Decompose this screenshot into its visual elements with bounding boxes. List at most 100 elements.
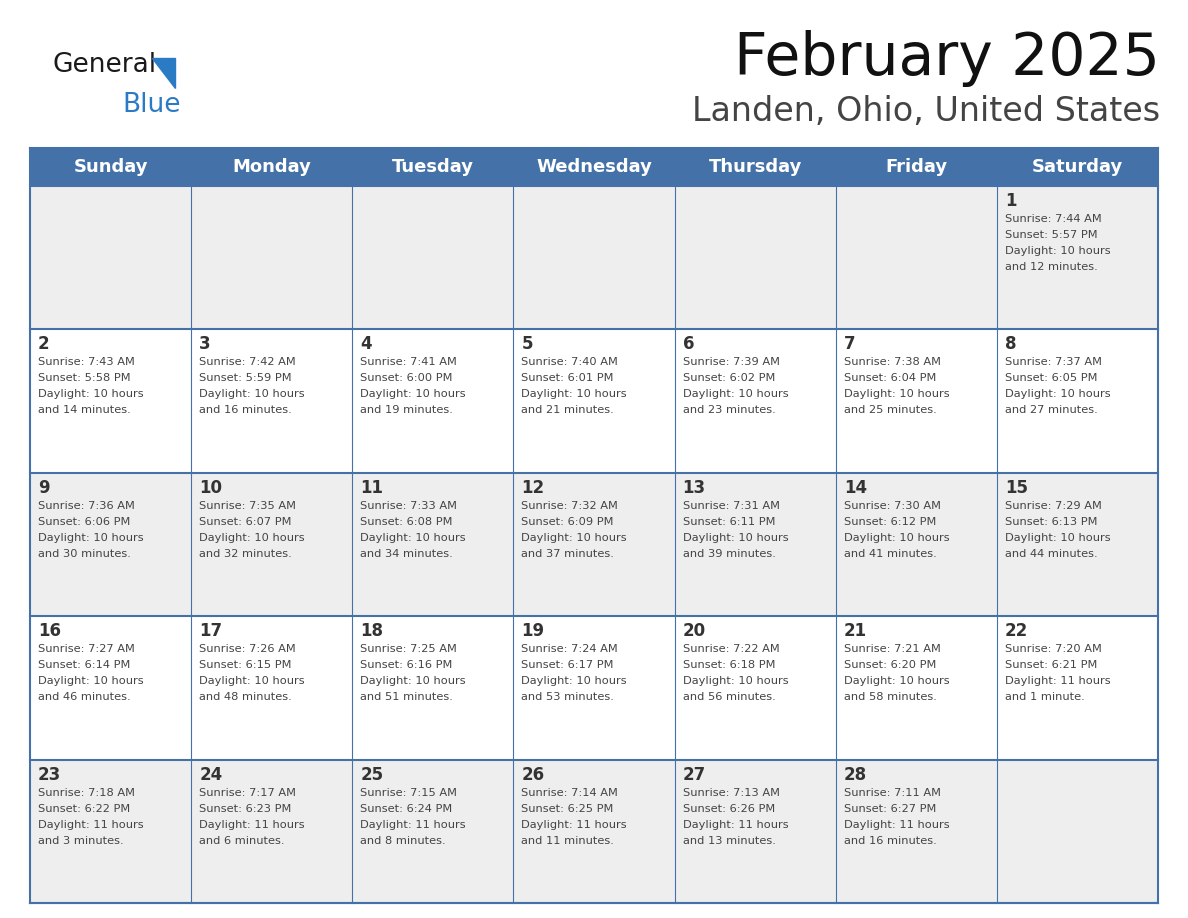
Bar xyxy=(353,330,513,473)
Text: Sunset: 6:24 PM: Sunset: 6:24 PM xyxy=(360,803,453,813)
Text: and 39 minutes.: and 39 minutes. xyxy=(683,549,776,559)
Text: Sunset: 6:12 PM: Sunset: 6:12 PM xyxy=(843,517,936,527)
Text: 21: 21 xyxy=(843,622,867,640)
Text: 16: 16 xyxy=(38,622,61,640)
Text: Sunrise: 7:42 AM: Sunrise: 7:42 AM xyxy=(200,357,296,367)
Text: Sunrise: 7:24 AM: Sunrise: 7:24 AM xyxy=(522,644,618,655)
Text: and 44 minutes.: and 44 minutes. xyxy=(1005,549,1098,559)
Text: Saturday: Saturday xyxy=(1032,158,1123,176)
Bar xyxy=(835,330,997,473)
Text: 12: 12 xyxy=(522,479,544,497)
Text: and 37 minutes.: and 37 minutes. xyxy=(522,549,614,559)
Bar xyxy=(353,148,513,186)
Text: Sunrise: 7:14 AM: Sunrise: 7:14 AM xyxy=(522,788,618,798)
Text: 2: 2 xyxy=(38,335,50,353)
Text: Sunset: 6:14 PM: Sunset: 6:14 PM xyxy=(38,660,131,670)
Text: Daylight: 10 hours: Daylight: 10 hours xyxy=(38,677,144,686)
Text: Tuesday: Tuesday xyxy=(392,158,474,176)
Bar xyxy=(191,759,353,903)
Text: 22: 22 xyxy=(1005,622,1028,640)
Bar xyxy=(513,759,675,903)
Text: and 19 minutes.: and 19 minutes. xyxy=(360,406,453,416)
Bar xyxy=(997,186,1158,330)
Text: 15: 15 xyxy=(1005,479,1028,497)
Bar xyxy=(835,473,997,616)
Text: and 23 minutes.: and 23 minutes. xyxy=(683,406,776,416)
Text: Sunrise: 7:38 AM: Sunrise: 7:38 AM xyxy=(843,357,941,367)
Text: Daylight: 11 hours: Daylight: 11 hours xyxy=(1005,677,1111,686)
Bar xyxy=(191,616,353,759)
Text: 28: 28 xyxy=(843,766,867,784)
Text: Daylight: 11 hours: Daylight: 11 hours xyxy=(38,820,144,830)
Bar xyxy=(675,148,835,186)
Text: Sunrise: 7:37 AM: Sunrise: 7:37 AM xyxy=(1005,357,1101,367)
Text: Daylight: 10 hours: Daylight: 10 hours xyxy=(683,677,788,686)
Text: and 16 minutes.: and 16 minutes. xyxy=(200,406,292,416)
Text: 25: 25 xyxy=(360,766,384,784)
Text: Sunrise: 7:39 AM: Sunrise: 7:39 AM xyxy=(683,357,779,367)
Text: 10: 10 xyxy=(200,479,222,497)
Text: Daylight: 10 hours: Daylight: 10 hours xyxy=(843,532,949,543)
Bar xyxy=(675,186,835,330)
Text: Sunrise: 7:31 AM: Sunrise: 7:31 AM xyxy=(683,501,779,510)
Text: Sunrise: 7:21 AM: Sunrise: 7:21 AM xyxy=(843,644,941,655)
Text: Daylight: 10 hours: Daylight: 10 hours xyxy=(38,389,144,399)
Text: Sunset: 6:16 PM: Sunset: 6:16 PM xyxy=(360,660,453,670)
Text: and 21 minutes.: and 21 minutes. xyxy=(522,406,614,416)
Text: and 1 minute.: and 1 minute. xyxy=(1005,692,1085,702)
Text: Wednesday: Wednesday xyxy=(536,158,652,176)
Bar xyxy=(353,759,513,903)
Text: Daylight: 10 hours: Daylight: 10 hours xyxy=(1005,389,1111,399)
Text: 26: 26 xyxy=(522,766,544,784)
Text: Daylight: 10 hours: Daylight: 10 hours xyxy=(1005,246,1111,256)
Text: Daylight: 10 hours: Daylight: 10 hours xyxy=(200,677,305,686)
Text: and 41 minutes.: and 41 minutes. xyxy=(843,549,936,559)
Text: Sunrise: 7:18 AM: Sunrise: 7:18 AM xyxy=(38,788,135,798)
Text: Sunrise: 7:17 AM: Sunrise: 7:17 AM xyxy=(200,788,296,798)
Text: Sunset: 6:00 PM: Sunset: 6:00 PM xyxy=(360,374,453,384)
Text: Sunrise: 7:26 AM: Sunrise: 7:26 AM xyxy=(200,644,296,655)
Text: and 27 minutes.: and 27 minutes. xyxy=(1005,406,1098,416)
Text: 20: 20 xyxy=(683,622,706,640)
Text: Sunset: 6:02 PM: Sunset: 6:02 PM xyxy=(683,374,775,384)
Text: and 13 minutes.: and 13 minutes. xyxy=(683,835,776,845)
Text: Sunset: 6:04 PM: Sunset: 6:04 PM xyxy=(843,374,936,384)
Text: 1: 1 xyxy=(1005,192,1017,210)
Bar xyxy=(30,148,191,186)
Text: Daylight: 10 hours: Daylight: 10 hours xyxy=(1005,532,1111,543)
Bar xyxy=(191,330,353,473)
Text: 14: 14 xyxy=(843,479,867,497)
Text: General: General xyxy=(52,52,156,78)
Text: and 25 minutes.: and 25 minutes. xyxy=(843,406,936,416)
Text: 18: 18 xyxy=(360,622,384,640)
Text: February 2025: February 2025 xyxy=(734,30,1159,87)
Bar xyxy=(997,473,1158,616)
Text: and 48 minutes.: and 48 minutes. xyxy=(200,692,292,702)
Text: and 34 minutes.: and 34 minutes. xyxy=(360,549,453,559)
Text: Sunrise: 7:43 AM: Sunrise: 7:43 AM xyxy=(38,357,135,367)
Text: and 51 minutes.: and 51 minutes. xyxy=(360,692,453,702)
Text: Sunrise: 7:11 AM: Sunrise: 7:11 AM xyxy=(843,788,941,798)
Text: Daylight: 10 hours: Daylight: 10 hours xyxy=(38,532,144,543)
Text: 27: 27 xyxy=(683,766,706,784)
Text: Sunset: 6:13 PM: Sunset: 6:13 PM xyxy=(1005,517,1098,527)
Bar xyxy=(353,186,513,330)
Text: and 32 minutes.: and 32 minutes. xyxy=(200,549,292,559)
Text: Thursday: Thursday xyxy=(708,158,802,176)
Text: Sunrise: 7:40 AM: Sunrise: 7:40 AM xyxy=(522,357,618,367)
Text: Sunrise: 7:35 AM: Sunrise: 7:35 AM xyxy=(200,501,296,510)
Bar xyxy=(30,186,191,330)
Text: 19: 19 xyxy=(522,622,544,640)
Text: and 30 minutes.: and 30 minutes. xyxy=(38,549,131,559)
Text: 7: 7 xyxy=(843,335,855,353)
Text: 24: 24 xyxy=(200,766,222,784)
Text: 11: 11 xyxy=(360,479,384,497)
Text: Friday: Friday xyxy=(885,158,947,176)
Bar xyxy=(191,186,353,330)
Bar xyxy=(513,186,675,330)
Bar xyxy=(675,759,835,903)
Text: Sunset: 6:26 PM: Sunset: 6:26 PM xyxy=(683,803,775,813)
Text: Blue: Blue xyxy=(122,92,181,118)
Text: Sunrise: 7:22 AM: Sunrise: 7:22 AM xyxy=(683,644,779,655)
Text: Sunrise: 7:44 AM: Sunrise: 7:44 AM xyxy=(1005,214,1101,224)
